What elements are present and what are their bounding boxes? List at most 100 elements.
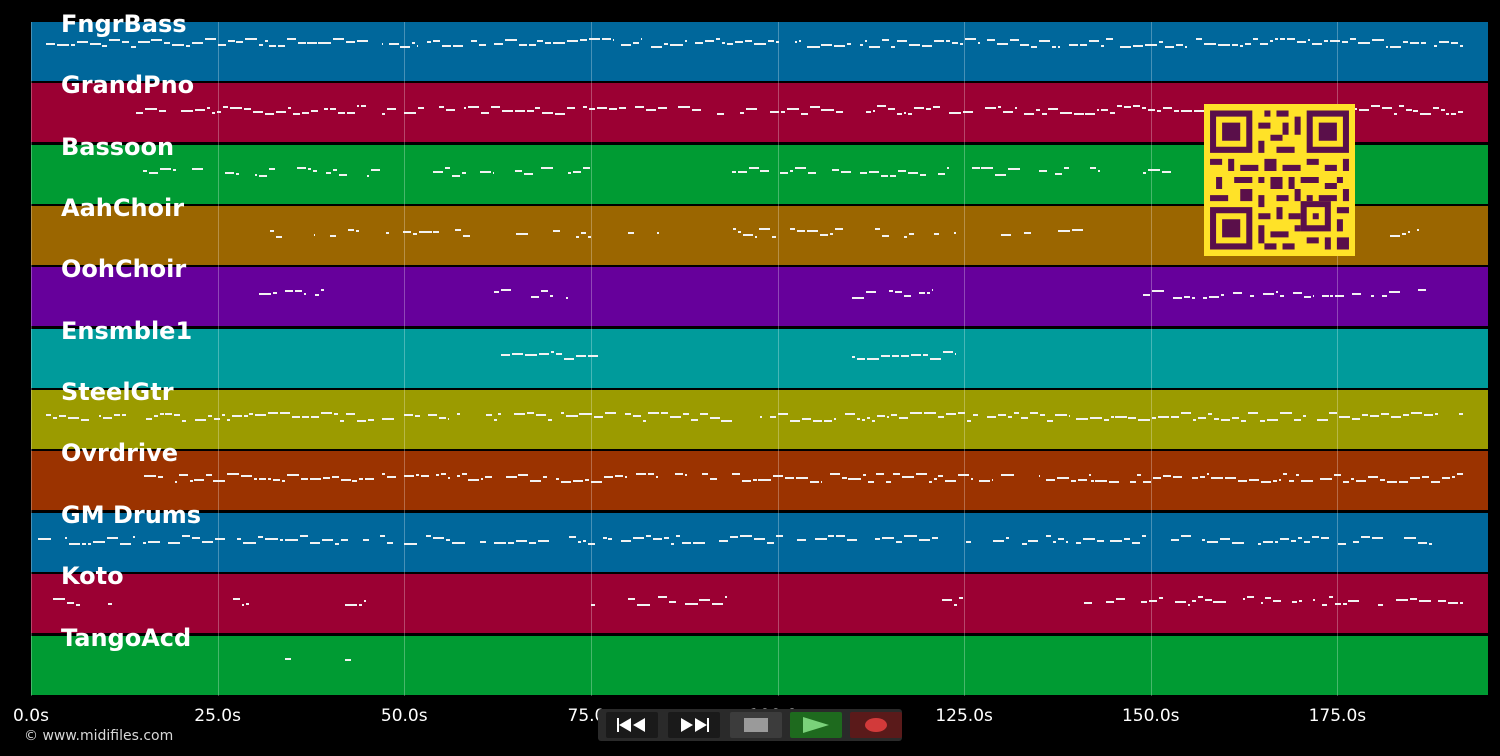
midi-note xyxy=(273,479,280,482)
fast-forward-button[interactable] xyxy=(668,712,720,738)
midi-note xyxy=(661,412,668,415)
midi-note xyxy=(164,42,170,44)
record-button[interactable] xyxy=(850,712,902,738)
midi-note xyxy=(754,43,766,45)
midi-note xyxy=(868,46,880,48)
midi-note xyxy=(1105,601,1114,604)
track-ensmble1[interactable]: Ensmble1 xyxy=(31,317,1488,388)
midi-note xyxy=(875,473,884,476)
qr-code xyxy=(1204,104,1355,256)
midi-note xyxy=(829,233,833,236)
midi-note xyxy=(1410,477,1421,480)
track-label: GM Drums xyxy=(61,500,202,529)
track-oohchoir[interactable]: OohChoir xyxy=(31,255,1488,327)
midi-note xyxy=(1243,598,1246,601)
midi-note xyxy=(1213,418,1220,421)
midi-note xyxy=(1262,293,1274,296)
midi-note xyxy=(1056,477,1069,480)
midi-note xyxy=(287,38,296,40)
midi-note xyxy=(1202,538,1206,541)
midi-note xyxy=(797,538,807,541)
midi-note xyxy=(828,534,835,537)
midi-note xyxy=(275,111,286,114)
midi-note xyxy=(1040,414,1046,417)
track-ovrdrive[interactable]: Ovrdrive xyxy=(31,439,1488,511)
midi-note xyxy=(1143,171,1147,174)
rewind-button[interactable] xyxy=(606,712,658,738)
track-gm-drums[interactable]: GM Drums xyxy=(31,501,1488,572)
midi-note xyxy=(284,657,292,660)
midi-note xyxy=(588,354,598,357)
midi-note xyxy=(515,539,527,542)
midi-note xyxy=(566,297,568,300)
midi-note xyxy=(1259,420,1266,423)
midi-note xyxy=(242,604,245,607)
midi-note xyxy=(1303,415,1307,418)
midi-note xyxy=(874,537,880,540)
midi-note xyxy=(528,44,536,46)
midi-note xyxy=(740,112,744,115)
midi-note xyxy=(1322,295,1329,298)
midi-note xyxy=(258,478,266,481)
midi-note xyxy=(1006,536,1010,539)
midi-note xyxy=(205,474,212,477)
midi-note xyxy=(604,476,613,479)
midi-note xyxy=(770,416,777,419)
midi-note xyxy=(903,295,912,298)
midi-note xyxy=(929,357,942,360)
midi-note xyxy=(1253,38,1259,40)
midi-note xyxy=(1180,534,1192,537)
copyright-text: © www.midifiles.com xyxy=(24,728,174,744)
midi-note xyxy=(445,166,451,169)
midi-note xyxy=(1260,43,1269,45)
time-tick-label: 150.0s xyxy=(1121,706,1180,726)
midi-note xyxy=(1051,46,1056,48)
midi-note xyxy=(1231,44,1239,46)
midi-note xyxy=(943,350,953,353)
midi-note xyxy=(202,540,213,543)
track-steelgtr[interactable]: SteelGtr xyxy=(31,378,1488,450)
midi-note xyxy=(741,480,751,483)
midi-note xyxy=(1157,110,1162,113)
midi-note xyxy=(635,473,647,476)
midi-note xyxy=(371,168,381,171)
midi-note xyxy=(1199,476,1206,479)
midi-note xyxy=(1213,601,1226,604)
midi-note xyxy=(721,420,732,423)
midi-note xyxy=(903,112,907,115)
midi-note xyxy=(632,42,639,44)
track-fngrbass[interactable]: FngrBass xyxy=(31,10,1488,81)
midi-note xyxy=(214,537,226,540)
stop-button[interactable] xyxy=(730,712,782,738)
midi-note xyxy=(252,111,263,114)
midi-note xyxy=(1079,44,1088,46)
midi-note xyxy=(897,113,902,116)
midi-note xyxy=(479,540,486,543)
midi-note xyxy=(549,295,553,298)
midi-note xyxy=(361,105,367,108)
midi-note xyxy=(1128,417,1137,420)
midi-note xyxy=(986,39,996,41)
midi-note xyxy=(56,44,70,46)
midi-note xyxy=(834,418,837,421)
track-koto[interactable]: Koto xyxy=(31,562,1488,634)
midi-note xyxy=(258,44,264,46)
midi-note xyxy=(890,174,896,177)
midi-note xyxy=(310,416,319,419)
midi-note xyxy=(259,293,271,296)
midi-note xyxy=(897,169,906,172)
midi-note xyxy=(478,44,486,46)
midi-note xyxy=(340,479,351,482)
midi-note xyxy=(1431,481,1440,484)
midi-note xyxy=(307,167,312,170)
track-tangoacd[interactable]: TangoAcd xyxy=(31,624,1488,695)
midi-note xyxy=(1237,480,1247,483)
time-gridline xyxy=(590,22,592,696)
track-label: Bassoon xyxy=(61,132,175,161)
midi-note xyxy=(221,414,226,417)
midi-note xyxy=(228,40,235,42)
midi-note xyxy=(926,292,931,295)
midi-note xyxy=(1052,540,1057,543)
play-button[interactable] xyxy=(790,712,842,738)
midi-note xyxy=(265,537,278,540)
